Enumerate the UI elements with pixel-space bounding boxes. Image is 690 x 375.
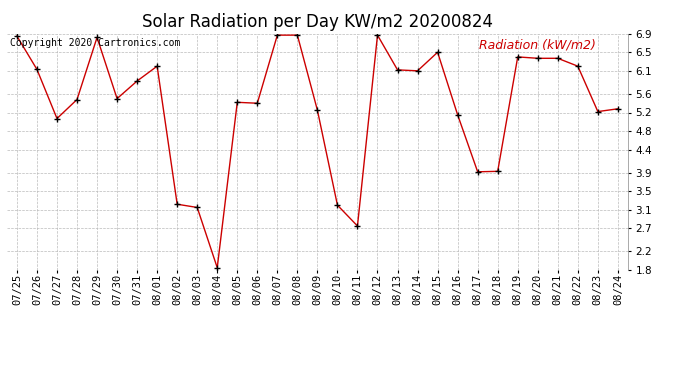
Text: Radiation (kW/m2): Radiation (kW/m2) bbox=[479, 39, 595, 51]
Text: Copyright 2020 Cartronics.com: Copyright 2020 Cartronics.com bbox=[10, 39, 180, 48]
Title: Solar Radiation per Day KW/m2 20200824: Solar Radiation per Day KW/m2 20200824 bbox=[142, 13, 493, 31]
